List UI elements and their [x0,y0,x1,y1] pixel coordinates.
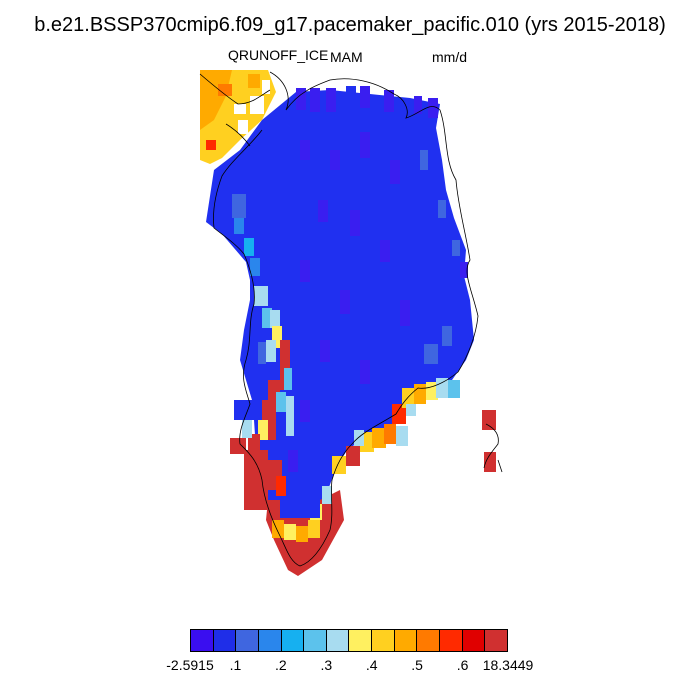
colorbar-tick-label: -2.5915 [166,657,214,673]
colorbar [190,629,508,652]
colorbar-swatch [213,630,237,651]
colorbar-swatch [417,630,441,651]
colorbar-tick-label: .2 [275,657,287,673]
east-margin [392,378,496,472]
colorbar-swatch [326,630,350,651]
colorbar-swatch [394,630,418,651]
colorbar-swatch [281,630,305,651]
colorbar-tick-label: .5 [411,657,423,673]
colorbar-swatch [462,630,486,651]
colorbar-tick-label: .1 [229,657,242,673]
south-tip [266,424,408,576]
colorbar-swatch [236,630,259,651]
plot-title: b.e21.BSSP370cmip6.f09_g17.pacemaker_pac… [34,14,666,36]
colorbar-tick-label: .3 [320,657,333,673]
coastline [199,71,503,567]
season-label: MAM [330,49,363,65]
colorbar-tick-label: .4 [365,657,378,673]
colorbar-swatch [191,630,214,651]
colorbar-swatch [440,630,463,651]
colorbar-swatch [372,630,395,651]
colorbar-tick-label: .6 [456,657,469,673]
colorbar-swatch [349,630,373,651]
colorbar-swatch [485,630,507,651]
colorbar-tick-label: 18.3449 [482,657,534,673]
colorbar-swatch [258,630,282,651]
west-margin [230,218,294,510]
units-label: mm/d [432,49,467,65]
variable-label: QRUNOFF_ICE [228,47,329,63]
colorbar-swatch [304,630,327,651]
